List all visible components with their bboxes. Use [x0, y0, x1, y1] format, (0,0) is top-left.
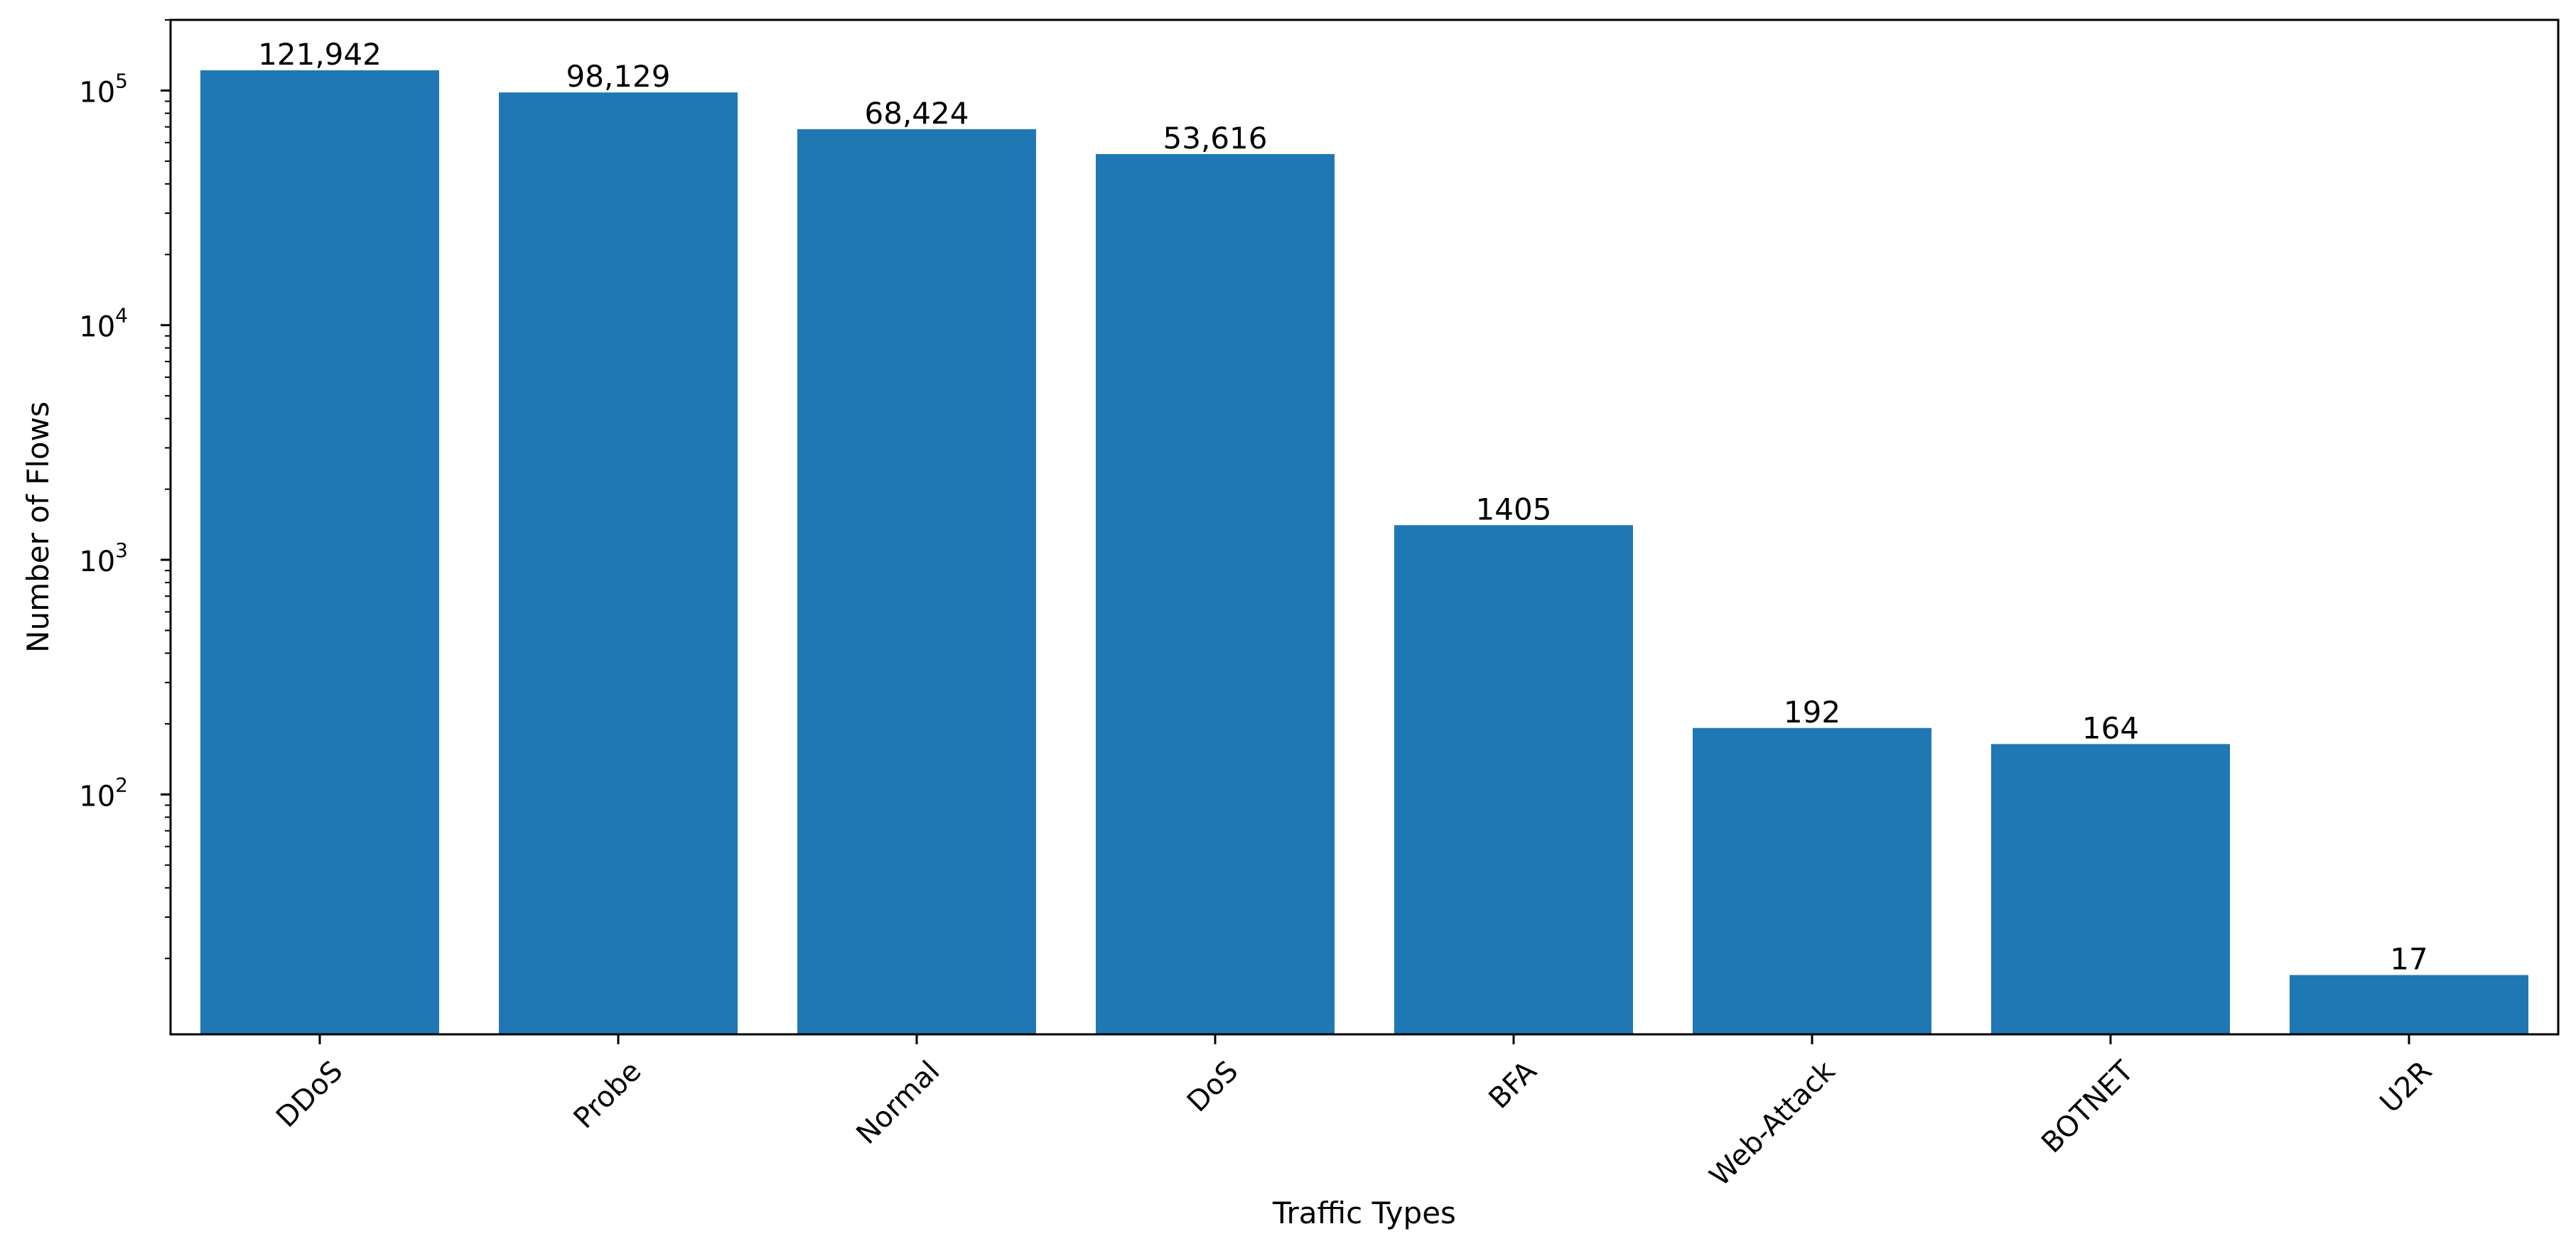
y-tick-label: 102 [79, 773, 128, 813]
y-axis-title: Number of Flows [21, 401, 55, 653]
plot-frame [169, 18, 2560, 1036]
bars-layer: 121,942 98,129 68,424 53,616 1405 192 164 17 [200, 37, 2528, 1035]
bar-value-label: 1405 [1476, 492, 1552, 526]
y-tick-label: 104 [79, 304, 128, 344]
bar-ddos [200, 70, 439, 1034]
x-axis-title: Traffic Types [1272, 1196, 1456, 1230]
x-tick-label: U2R [2374, 1055, 2439, 1120]
x-tick-label: DDoS [270, 1055, 349, 1134]
x-tick-label: BOTNET [2035, 1055, 2140, 1160]
bar-probe [499, 92, 738, 1034]
bar-botnet [1991, 744, 2230, 1034]
x-tick-label: Web-Attack [1703, 1054, 1842, 1193]
x-tick-label: DoS [1181, 1055, 1245, 1119]
bar-value-label: 164 [2082, 710, 2139, 745]
x-tick-label: BFA [1482, 1054, 1543, 1115]
bar-dos [1096, 153, 1335, 1035]
bar-u2r [2290, 975, 2528, 1034]
bar-bfa [1394, 525, 1633, 1034]
bar-normal [797, 129, 1036, 1034]
x-tick-label: Probe [568, 1055, 648, 1135]
bar-value-label: 121,942 [258, 37, 382, 72]
y-tick-label: 105 [79, 69, 128, 109]
bar-value-label: 17 [2390, 942, 2427, 977]
bar-value-label: 68,424 [865, 96, 969, 131]
x-tick-label: Normal [851, 1055, 947, 1151]
bar-web-attack [1693, 727, 1931, 1034]
bar-value-label: 98,129 [566, 59, 671, 94]
bar-value-label: 192 [1784, 695, 1841, 730]
y-tick-label: 103 [79, 538, 128, 578]
bar-value-label: 53,616 [1163, 121, 1268, 156]
